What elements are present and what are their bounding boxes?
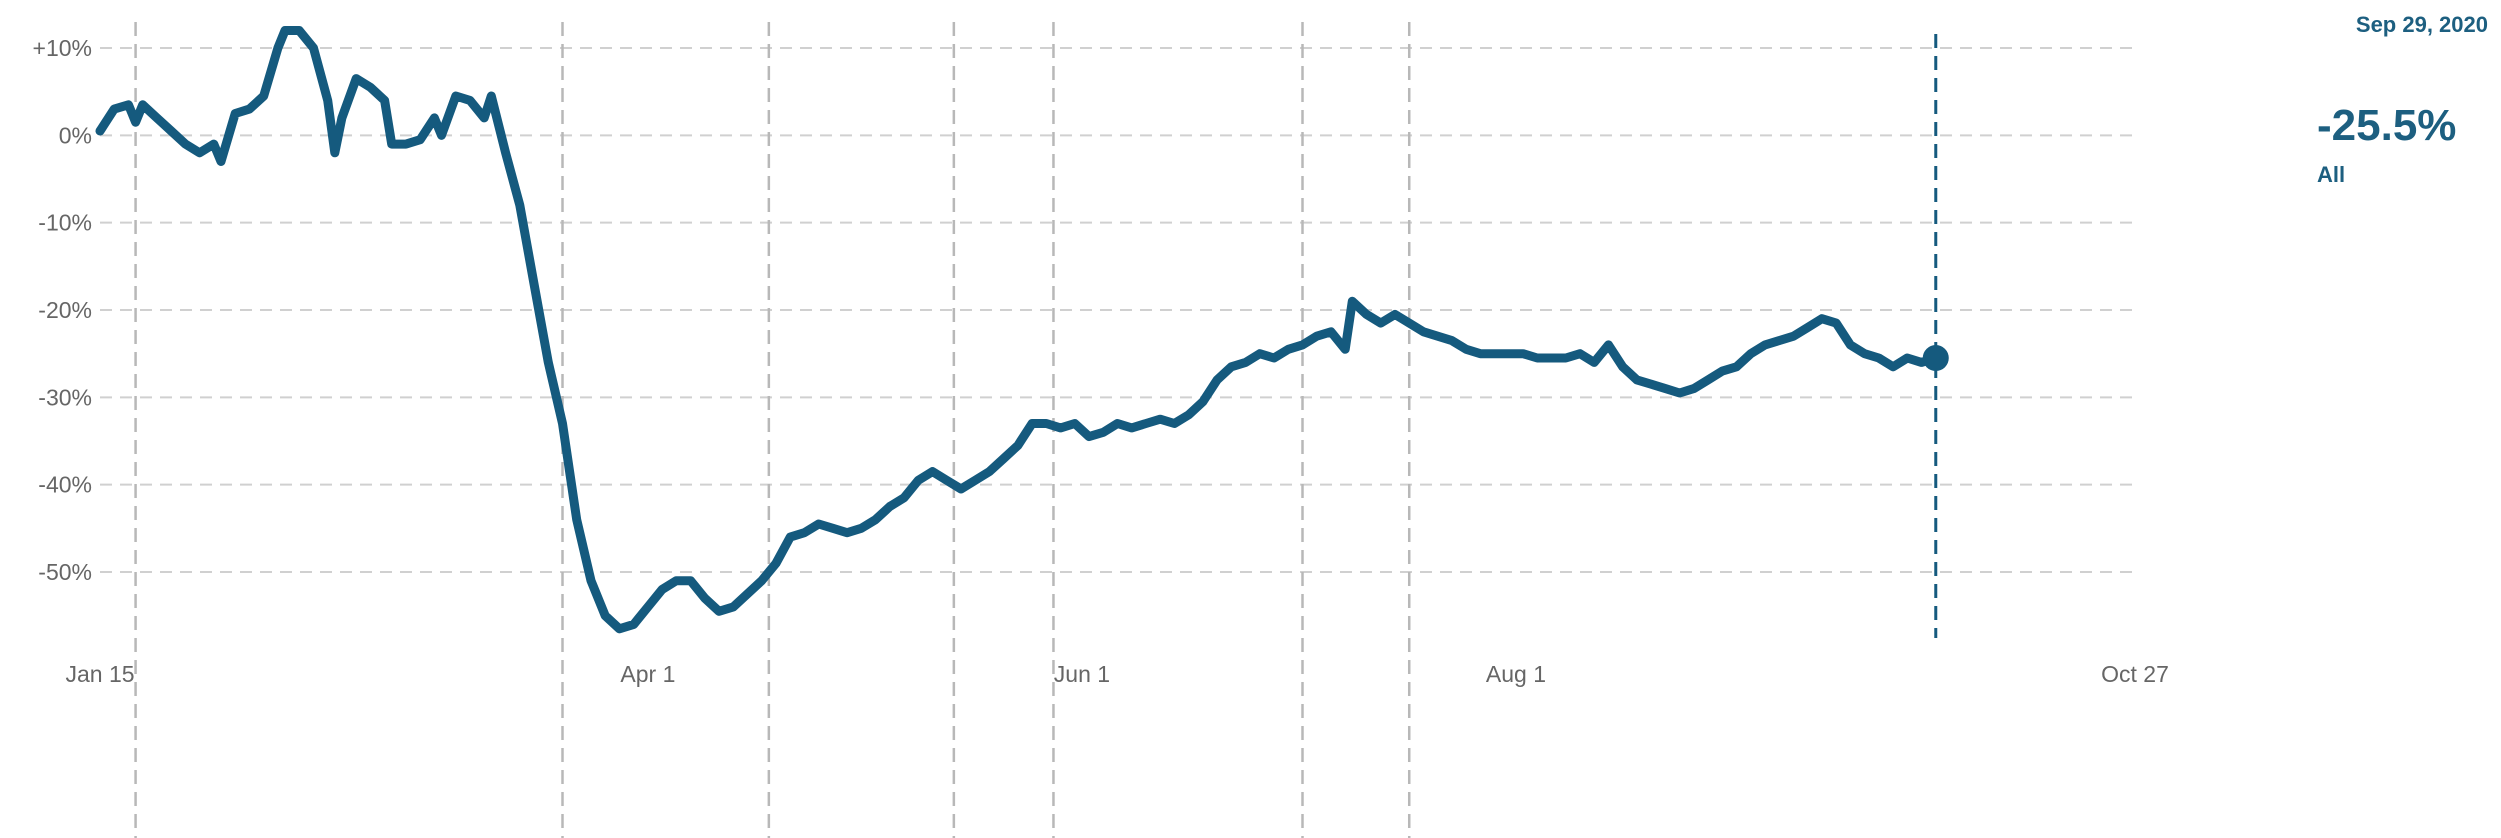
series-line-all	[95, 26, 1941, 634]
grid-lines	[100, 47, 2135, 573]
y-tick-label: 0%	[59, 122, 92, 148]
y-tick-label: -50%	[38, 559, 92, 585]
highlight-date-label: Sep 29, 2020	[2356, 12, 2488, 37]
x-axis-tick-labels: Jan 15 Apr 1 Jun 1 Aug 1 Oct 27	[65, 661, 2168, 687]
event-lines	[134, 22, 1411, 838]
x-tick-label: Aug 1	[1486, 661, 1546, 687]
y-tick-label: -40%	[38, 472, 92, 498]
y-tick-label: -10%	[38, 210, 92, 236]
y-tick-label: -20%	[38, 297, 92, 323]
highlight-value-label: -25.5%	[2317, 101, 2456, 150]
x-tick-label: Jan 15	[65, 661, 134, 687]
x-tick-label: Oct 27	[2101, 661, 2169, 687]
highlight-series-label: All	[2317, 162, 2345, 187]
y-tick-label: +10%	[33, 35, 92, 61]
x-tick-label: Apr 1	[620, 661, 675, 687]
x-tick-label: Jun 1	[1054, 661, 1110, 687]
y-axis-tick-labels: +10% 0% -10% -20% -30% -40% -50%	[33, 35, 92, 585]
highlight-point[interactable]	[1922, 345, 1949, 372]
y-tick-label: -30%	[38, 384, 92, 410]
